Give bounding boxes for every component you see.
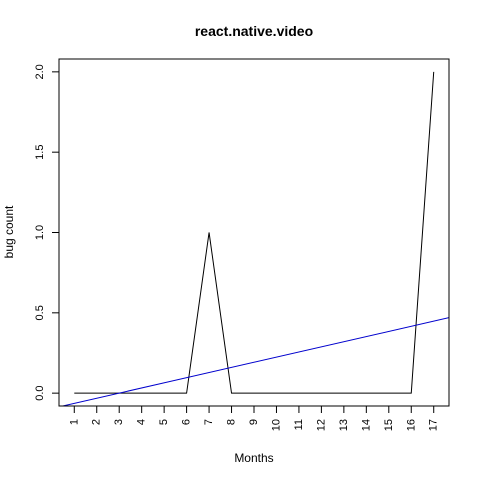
x-tick-label-3: 3 [113, 419, 125, 425]
x-tick-label-6: 6 [181, 419, 193, 425]
x-tick-label-4: 4 [136, 419, 148, 425]
x-tick-label-9: 9 [248, 419, 260, 425]
trend-line [60, 317, 449, 406]
y-tick-label-0: 0.0 [34, 385, 46, 400]
x-axis-label: Months [234, 451, 273, 465]
y-tick-label-3: 1.5 [34, 145, 46, 160]
x-tick-label-13: 13 [338, 419, 350, 431]
y-axis-label: bug count [2, 205, 16, 258]
plot-frame [58, 58, 450, 407]
x-tick-label-10: 10 [270, 419, 282, 431]
x-tick-label-17: 17 [428, 419, 440, 431]
x-tick-label-15: 15 [383, 419, 395, 431]
chart-marks: 1 2 3 4 5 6 7 8 9 10 11 12 13 14 15 16 170.00.51.01.52.0 [34, 58, 450, 431]
x-tick-label-12: 12 [315, 419, 327, 431]
x-tick-label-5: 5 [158, 419, 170, 425]
chart-title: react.native.video [195, 23, 313, 39]
y-tick-label-2: 1.0 [34, 225, 46, 240]
x-tick-label-14: 14 [360, 419, 372, 431]
x-tick-label-7: 7 [203, 419, 215, 425]
x-tick-label-2: 2 [91, 419, 103, 425]
x-tick-label-8: 8 [226, 419, 238, 425]
series-line-0 [74, 71, 435, 394]
y-tick-label-4: 2.0 [34, 64, 46, 79]
x-tick-label-1: 1 [68, 419, 80, 425]
y-tick-label-1: 0.5 [34, 305, 46, 320]
x-tick-label-16: 16 [405, 419, 417, 431]
x-tick-label-11: 11 [293, 419, 305, 430]
